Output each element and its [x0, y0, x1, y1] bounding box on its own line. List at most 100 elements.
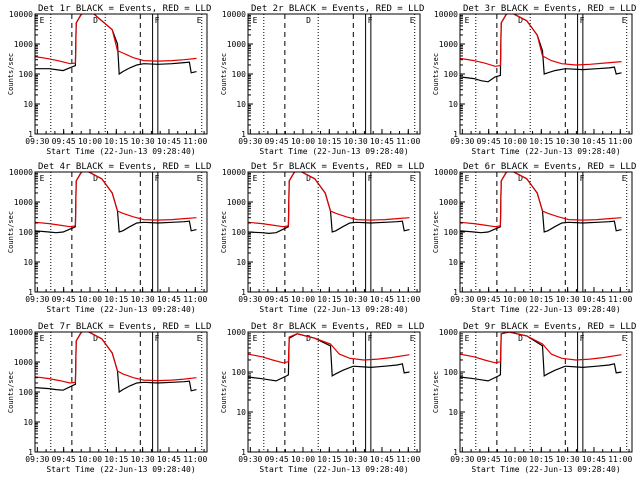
- top-marker-label: E: [622, 16, 627, 25]
- x-axis-label: Start Time (22-Jun-13 09:28:40): [259, 147, 408, 156]
- top-marker-label: D: [518, 174, 523, 183]
- top-marker-label: E: [40, 174, 45, 183]
- plot-frame: [34, 13, 208, 135]
- y-tick-label: 10: [448, 100, 458, 109]
- series-line-lld: [248, 172, 410, 228]
- y-tick-label: 1: [28, 130, 33, 139]
- x-tick-label: 09:30: [238, 295, 262, 304]
- x-tick-label: 10:30: [344, 455, 368, 464]
- chart-title: Det 9r BLACK = Events, RED = LLD: [463, 322, 636, 332]
- chart-title: Det 6r BLACK = Events, RED = LLD: [463, 162, 636, 172]
- y-tick-label: 100: [444, 70, 459, 79]
- series-line-events: [460, 14, 622, 83]
- chart-title: Det 7r BLACK = Events, RED = LLD: [38, 322, 211, 332]
- plot-frame: [459, 331, 633, 453]
- series-group: [35, 332, 197, 394]
- top-marker-label: D: [93, 16, 98, 25]
- y-tick-label: 100: [444, 368, 459, 377]
- series-line-lld: [460, 332, 622, 364]
- x-axis-label: Start Time (22-Jun-13 09:28:40): [471, 305, 620, 314]
- y-axis-label: Counts/sec: [7, 53, 15, 95]
- series-line-events: [248, 333, 410, 382]
- x-axis-label: Start Time (22-Jun-13 09:28:40): [46, 147, 195, 156]
- top-marker-label: D: [93, 174, 98, 183]
- series-line-events: [460, 172, 622, 234]
- chart-panel-3: Det 3r BLACK = Events, RED = LLD E D F E 1 10 1…: [432, 4, 636, 156]
- x-tick-label: 10:00: [291, 455, 315, 464]
- top-marker-label: E: [465, 16, 470, 25]
- x-tick-label: 10:45: [582, 137, 606, 146]
- top-marker-label: E: [253, 174, 258, 183]
- y-tick-label: 100: [232, 368, 247, 377]
- series-group: [460, 172, 622, 234]
- top-marker-label: F: [580, 174, 585, 183]
- top-marker-label: F: [368, 334, 373, 343]
- series-line-lld: [35, 14, 197, 65]
- y-tick-label: 10: [236, 100, 246, 109]
- plot-frame: [247, 13, 421, 135]
- x-tick-label: 11:00: [396, 295, 420, 304]
- series-line-events: [460, 332, 622, 382]
- y-axis-label: Counts/sec: [432, 53, 440, 95]
- x-tick-label: 09:45: [477, 455, 501, 464]
- top-marker-label: E: [253, 16, 258, 25]
- y-tick-label: 10000: [222, 10, 246, 19]
- x-tick-label: 10:30: [556, 137, 580, 146]
- top-marker-label: F: [368, 174, 373, 183]
- chart-panel-7: Det 7r BLACK = Events, RED = LLD E D F E 1 10 1…: [7, 322, 211, 474]
- x-tick-label: 10:15: [104, 137, 128, 146]
- chart-panel-1: Det 1r BLACK = Events, RED = LLD E D F E 1 10 1…: [7, 4, 211, 156]
- x-tick-label: 10:45: [370, 455, 394, 464]
- x-tick-label: 10:00: [503, 295, 527, 304]
- x-tick-label: 10:15: [104, 455, 128, 464]
- series-line-events: [35, 172, 197, 234]
- y-tick-label: 1: [453, 130, 458, 139]
- x-tick-label: 10:45: [157, 455, 181, 464]
- y-tick-label: 1000: [227, 40, 246, 49]
- y-tick-label: 10000: [434, 168, 458, 177]
- x-axis-label: Start Time (22-Jun-13 09:28:40): [259, 305, 408, 314]
- y-tick-label: 1: [241, 130, 246, 139]
- x-tick-label: 11:00: [608, 295, 632, 304]
- y-axis-label: Counts/sec: [7, 371, 15, 413]
- top-marker-label: E: [40, 16, 45, 25]
- x-tick-label: 10:00: [78, 455, 102, 464]
- y-tick-label: 1: [453, 288, 458, 297]
- y-tick-label: 10000: [9, 168, 33, 177]
- x-tick-label: 09:45: [265, 295, 289, 304]
- x-tick-label: 10:00: [78, 295, 102, 304]
- y-tick-label: 100: [19, 70, 34, 79]
- x-tick-label: 09:30: [238, 455, 262, 464]
- chart-title: Det 3r BLACK = Events, RED = LLD: [463, 4, 636, 14]
- y-tick-label: 10: [236, 258, 246, 267]
- y-tick-label: 10: [23, 258, 33, 267]
- series-line-lld: [248, 333, 410, 364]
- y-tick-label: 100: [444, 228, 459, 237]
- top-marker-label: F: [368, 16, 373, 25]
- x-tick-label: 10:00: [503, 137, 527, 146]
- series-group: [35, 14, 197, 76]
- chart-panel-8: Det 8r BLACK = Events, RED = LLD E D F E 1 10 1…: [220, 322, 424, 474]
- y-axis-label: Counts/sec: [220, 371, 228, 413]
- x-tick-label: 09:30: [450, 455, 474, 464]
- chart-title: Det 4r BLACK = Events, RED = LLD: [38, 162, 211, 172]
- x-tick-label: 09:30: [450, 295, 474, 304]
- series-group: [460, 332, 622, 382]
- y-tick-label: 10: [23, 418, 33, 427]
- y-tick-label: 100: [232, 228, 247, 237]
- series-group: [460, 14, 622, 83]
- x-axis-label: Start Time (22-Jun-13 09:28:40): [259, 465, 408, 474]
- x-tick-label: 10:45: [370, 137, 394, 146]
- x-tick-label: 10:45: [370, 295, 394, 304]
- top-marker-label: E: [410, 174, 415, 183]
- chart-panel-4: Det 4r BLACK = Events, RED = LLD E D F E 1 10 1…: [7, 162, 211, 314]
- y-tick-label: 1: [241, 448, 246, 457]
- x-tick-label: 11:00: [396, 137, 420, 146]
- chart-panel-2: Det 2r BLACK = Events, RED = LLD E D F E 1 10 1…: [220, 4, 424, 156]
- chart-panel-9: Det 9r BLACK = Events, RED = LLD E D F E 1 10 1…: [432, 322, 636, 474]
- top-marker-label: F: [580, 334, 585, 343]
- x-tick-label: 09:45: [265, 137, 289, 146]
- x-tick-label: 10:15: [317, 295, 341, 304]
- x-tick-label: 11:00: [608, 137, 632, 146]
